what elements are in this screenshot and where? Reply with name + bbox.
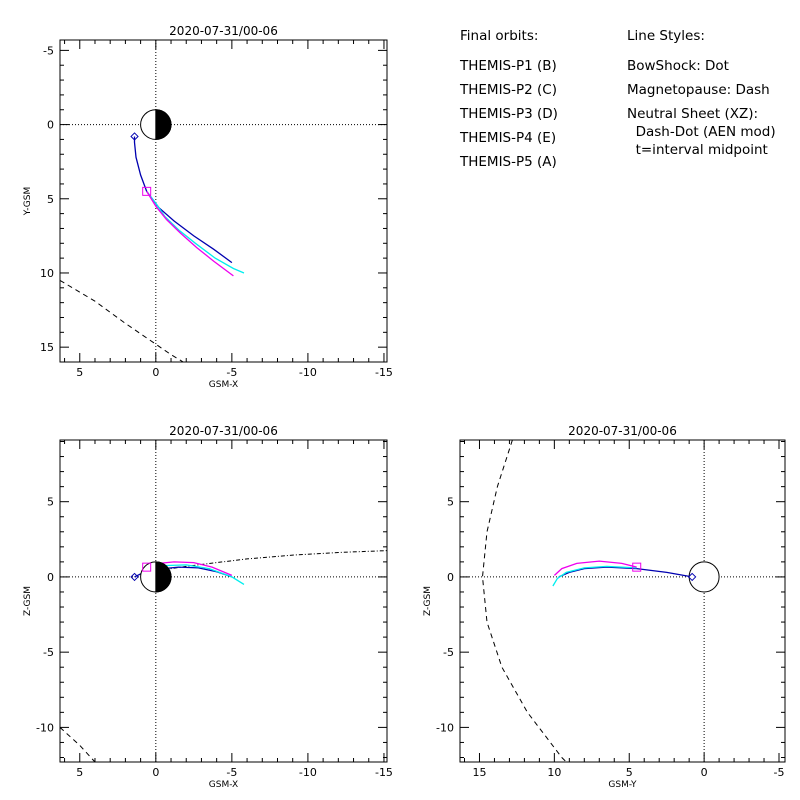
legend-style-neutral-sheet: Neutral Sheet (XZ): — [627, 106, 758, 122]
midpoint-marker-square — [142, 186, 152, 196]
midpoint-marker-square — [142, 562, 152, 572]
plot-curves — [60, 550, 387, 762]
orbit-panels: 2020-07-31/00-06 5 0 -5 -10 -15 -5 0 5 10 15 GSM-X Y… — [23, 24, 786, 790]
orbit-p4 — [133, 136, 233, 264]
start-marker-diamond — [130, 132, 139, 141]
y-tick-label: 0 — [447, 571, 454, 584]
neutral-sheet-line — [155, 550, 387, 572]
legend-probe-p2: THEMIS-P2 (C) — [459, 82, 557, 98]
earth-night-side — [155, 561, 172, 593]
y-axis-label: Y-GSM — [23, 187, 33, 216]
chart-title: 2020-07-31/00-06 — [169, 424, 278, 438]
y-tick-label: 5 — [47, 193, 54, 206]
plot-frame — [459, 439, 786, 763]
y-axis-label: Z-GSM — [23, 586, 33, 616]
y-tick-label: -10 — [36, 721, 54, 734]
y-tick-label: 0 — [47, 119, 54, 132]
x-tick-label: -15 — [375, 366, 393, 379]
x-tick-label: -5 — [226, 366, 237, 379]
x-tick-label: 5 — [626, 766, 633, 779]
panel-xz: 2020-07-31/00-06 5 0 -5 -10 -15 -10 -5 0 5 GSM-X Z-… — [23, 424, 393, 790]
orbit-p3 — [146, 191, 245, 274]
y-tick-label: -5 — [43, 646, 54, 659]
earth-night-side — [155, 109, 172, 140]
y-tick-label: 5 — [47, 496, 54, 509]
magnetopause-line — [60, 727, 96, 762]
y-tick-label: -5 — [443, 646, 454, 659]
chart-title: 2020-07-31/00-06 — [568, 424, 677, 438]
y-tick-label: 10 — [40, 267, 54, 280]
y-tick-label: 0 — [47, 571, 54, 584]
legend-probe-p4: THEMIS-P4 (E) — [459, 130, 556, 146]
orbit-p5 — [553, 560, 637, 576]
start-marker-diamond — [687, 572, 697, 582]
legend-styles-heading: Line Styles: — [627, 28, 705, 44]
x-tick-label: -5 — [774, 766, 785, 779]
plot-curves — [60, 136, 245, 362]
orbit-p5 — [146, 191, 234, 277]
x-tick-label: 15 — [472, 766, 486, 779]
orbit-p4 — [558, 566, 693, 578]
legend-style-dash-dot: Dash-Dot (AEN mod) — [627, 124, 776, 140]
panel-xy: 2020-07-31/00-06 5 0 -5 -10 -15 -5 0 5 10 15 GSM-X Y… — [23, 24, 393, 390]
y-tick-label: -10 — [436, 721, 454, 734]
y-tick-label: 15 — [40, 341, 54, 354]
plot-frame — [59, 39, 388, 363]
magnetopause-line — [481, 440, 567, 762]
x-tick-label: -15 — [375, 766, 393, 779]
midpoint-marker-square — [632, 562, 642, 572]
legend-style-midpoint: t=interval midpoint — [627, 142, 768, 158]
legend-probe-p5: THEMIS-P5 (A) — [459, 154, 557, 170]
x-tick-label: -10 — [299, 366, 317, 379]
earth — [688, 561, 720, 593]
legend-orbits-heading: Final orbits: — [460, 28, 538, 44]
y-tick-label: -5 — [43, 44, 54, 57]
y-tick-label: 5 — [447, 496, 454, 509]
y-axis-label: Z-GSM — [423, 586, 433, 616]
plot-curves — [481, 440, 693, 762]
x-tick-label: -10 — [299, 766, 317, 779]
x-tick-label: 5 — [76, 366, 83, 379]
x-tick-label: -5 — [226, 766, 237, 779]
x-tick-label: 0 — [701, 766, 708, 779]
legend-style-magnetopause: Magnetopause: Dash — [627, 82, 770, 98]
chart-title: 2020-07-31/00-06 — [169, 24, 278, 38]
x-tick-label: 10 — [547, 766, 561, 779]
plot-frame — [59, 439, 388, 763]
x-axis-label: GSM-X — [209, 780, 238, 790]
x-tick-label: 0 — [152, 366, 159, 379]
legend-probe-p3: THEMIS-P3 (D) — [459, 106, 558, 122]
legend: Final orbits: THEMIS-P1 (B) THEMIS-P2 (C… — [459, 28, 776, 170]
magnetopause-line — [60, 279, 184, 362]
x-axis-label: GSM-Y — [608, 780, 637, 790]
x-tick-label: 5 — [76, 766, 83, 779]
orbit-p3 — [552, 565, 637, 587]
legend-style-bowshock: BowShock: Dot — [627, 58, 729, 74]
x-tick-label: 0 — [152, 766, 159, 779]
legend-probe-p1: THEMIS-P1 (B) — [459, 58, 557, 74]
start-marker-diamond — [130, 572, 139, 582]
x-axis-label: GSM-X — [209, 380, 238, 390]
